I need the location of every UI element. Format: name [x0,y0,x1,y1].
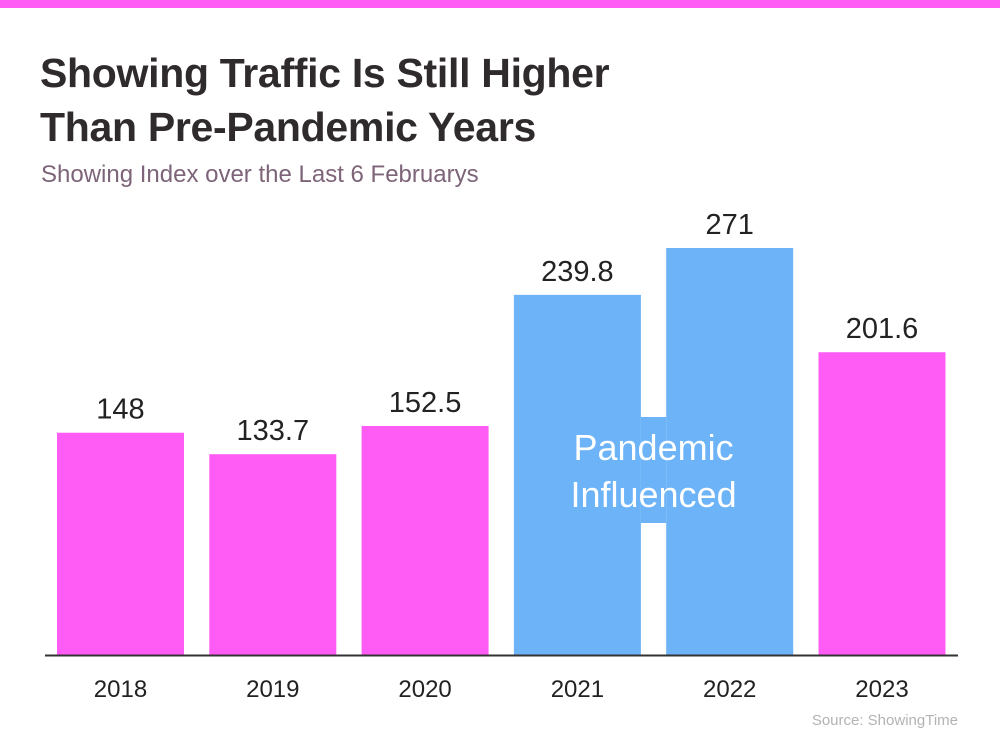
x-tick-label-2023: 2023 [855,676,908,703]
annotation-line-1: Pandemic [574,427,734,468]
source-credit: Source: ShowingTime [811,712,958,729]
chart-title-line-2: Than Pre-Pandemic Years [40,104,536,150]
bar-2022 [666,248,794,655]
value-label-2021: 239.8 [541,256,614,288]
x-tick-label-2018: 2018 [94,676,147,703]
value-label-2018: 148 [96,394,144,426]
bar-2021 [513,294,641,655]
bar-2019 [209,454,337,655]
bar-2018 [57,432,184,655]
value-label-2022: 271 [706,209,754,241]
bar-2020 [361,425,489,655]
bar-2023 [818,352,946,655]
value-label-2023: 201.6 [846,313,919,345]
chart-title: Showing Traffic Is Still Higher Than Pre… [40,46,610,154]
chart-subtitle: Showing Index over the Last 6 Februarys [41,161,479,188]
x-tick-label-2021: 2021 [551,676,604,703]
x-tick-label-2020: 2020 [398,676,451,703]
pandemic-annotation-band [640,417,667,523]
x-tick-label-2019: 2019 [246,676,299,703]
top-accent-bar [0,0,1000,8]
x-tick-label-2022: 2022 [703,676,756,703]
annotation-line-2: Influenced [570,474,736,515]
chart-title-line-1: Showing Traffic Is Still Higher [40,50,610,96]
value-label-2019: 133.7 [237,415,310,447]
value-label-2020: 152.5 [389,387,462,419]
